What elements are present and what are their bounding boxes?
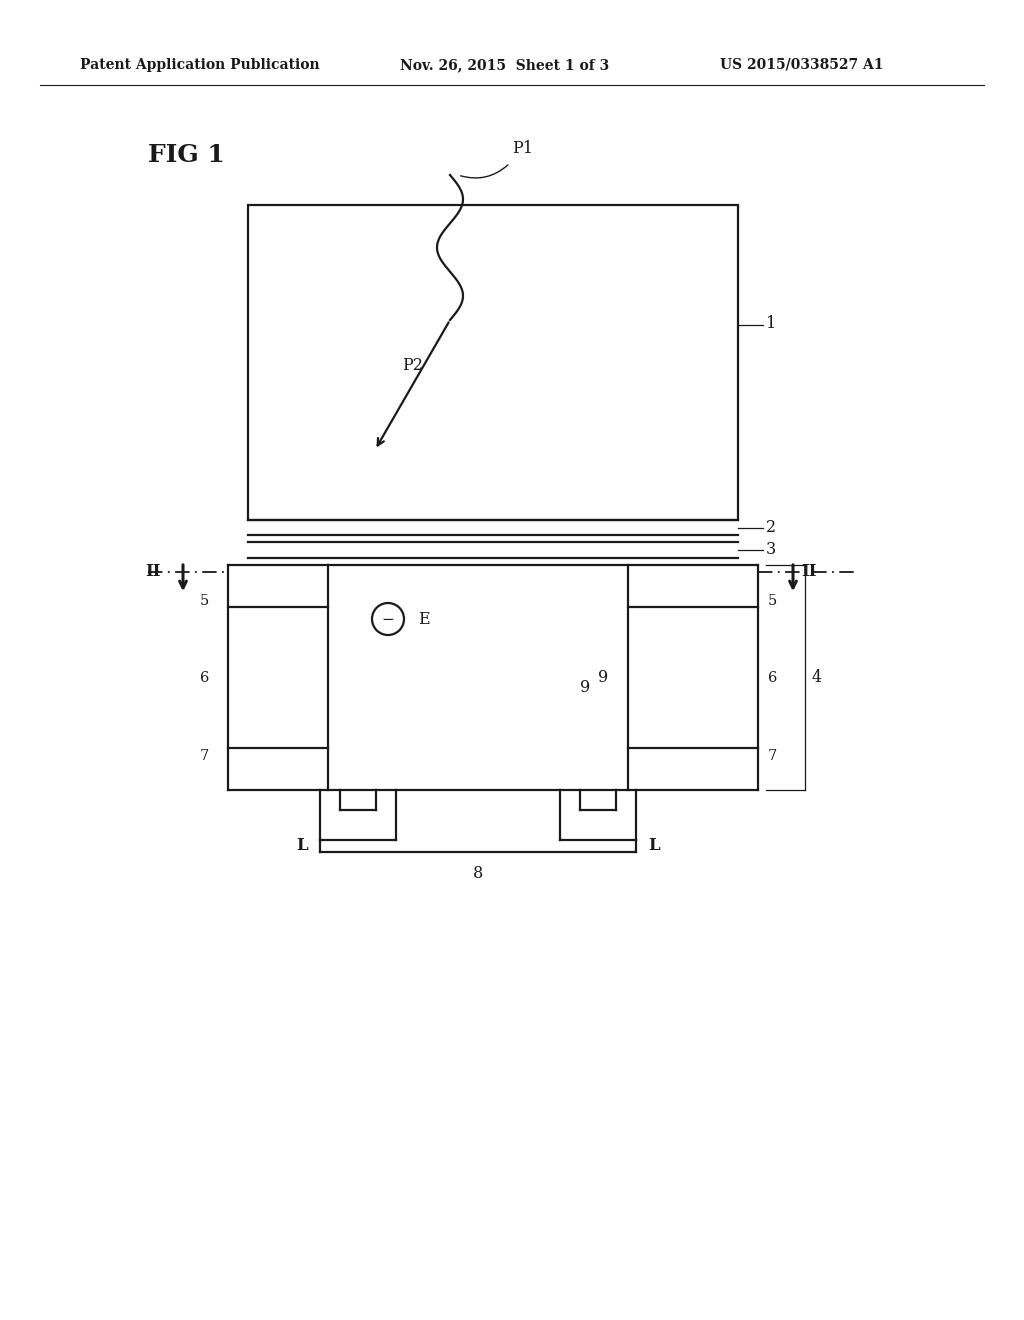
Bar [248, 205, 738, 520]
Text: 3: 3 [766, 541, 776, 558]
Text: Nov. 26, 2015  Sheet 1 of 3: Nov. 26, 2015 Sheet 1 of 3 [400, 58, 609, 73]
Text: 4: 4 [812, 669, 822, 686]
Text: 8: 8 [473, 866, 483, 883]
Text: 2: 2 [766, 520, 776, 536]
Text: US 2015/0338527 A1: US 2015/0338527 A1 [720, 58, 884, 73]
Text: L: L [296, 837, 308, 854]
Text: II: II [801, 564, 816, 581]
Text: FIG 1: FIG 1 [148, 143, 225, 168]
Text: II: II [145, 564, 161, 581]
Text: L: L [648, 837, 659, 854]
Text: P2: P2 [402, 356, 423, 374]
Text: 6: 6 [200, 671, 209, 685]
Text: 9: 9 [580, 680, 590, 697]
Text: Patent Application Publication: Patent Application Publication [80, 58, 319, 73]
Text: −: − [382, 611, 394, 627]
Text: 6: 6 [768, 671, 777, 685]
Text: 7: 7 [768, 748, 777, 763]
Text: P1: P1 [512, 140, 534, 157]
Text: E: E [418, 610, 430, 627]
Text: 9: 9 [598, 669, 608, 686]
Text: 5: 5 [768, 594, 777, 609]
Text: 7: 7 [200, 748, 209, 763]
Text: 1: 1 [766, 314, 776, 331]
Text: 5: 5 [200, 594, 209, 609]
